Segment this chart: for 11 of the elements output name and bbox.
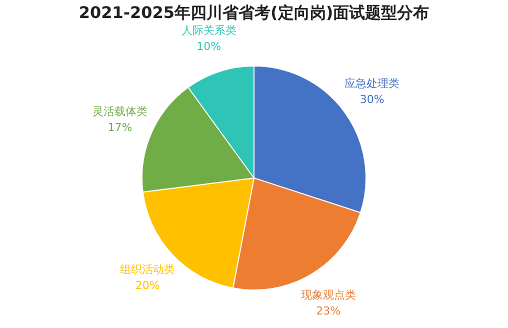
slice-label: 人际关系类 [181,24,236,38]
slice-label: 应急处理类 [344,77,400,90]
data-label: 23% [316,304,341,318]
data-label: 20% [135,278,160,292]
data-label: 10% [196,40,222,54]
slice-label: 灵活载体类 [92,105,148,118]
slice-label: 现象观点类 [300,288,356,302]
data-label: 30% [360,93,384,106]
slice-label: 组织活动类 [120,262,176,276]
data-label: 17% [108,121,132,134]
chart-title: 2021-2025年四川省省考(定向岗)面试题型分布 [78,3,430,22]
